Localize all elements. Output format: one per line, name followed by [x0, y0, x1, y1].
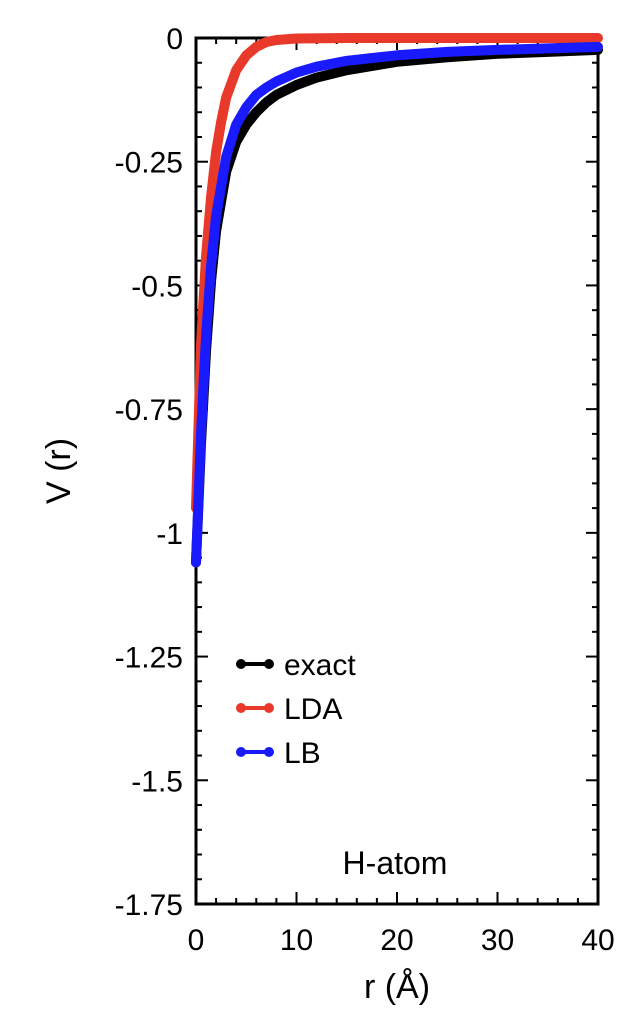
y-tick-label: -0.25: [115, 147, 183, 180]
series-line-lb: [191, 41, 603, 568]
legend-label-lda: LDA: [284, 693, 342, 726]
series-line-lda: [191, 33, 603, 514]
y-tick-label: -0.75: [115, 394, 183, 427]
plot-frame: [194, 36, 600, 906]
x-tick-label: 40: [581, 924, 614, 957]
legend-marker-lda: [264, 703, 274, 713]
x-axis-label: r (Å): [364, 968, 430, 1006]
x-tick-label: 10: [280, 924, 313, 957]
y-tick-label: 0: [166, 23, 183, 56]
y-tick-label: -1.75: [115, 889, 183, 922]
axis-ticks: 0 10 20 30 40 0 -0.25 -0.5 -0.75 -1 -1.25 -1.5 -1.75: [115, 23, 615, 957]
x-tick-label: 0: [188, 924, 205, 957]
legend-marker-exact: [236, 659, 246, 669]
legend-marker-exact: [264, 659, 274, 669]
legend: exact LDA LB: [236, 649, 356, 770]
legend-label-lb: LB: [284, 737, 321, 770]
annotation-label: H-atom: [343, 845, 448, 881]
series-lines: [191, 33, 603, 568]
x-tick-label: 30: [481, 924, 514, 957]
legend-marker-lb: [236, 747, 246, 757]
y-tick-label: -1: [156, 518, 183, 551]
y-tick-label: -0.5: [131, 270, 183, 303]
legend-label-exact: exact: [284, 649, 356, 682]
x-tick-label: 20: [380, 924, 413, 957]
y-axis-label: V (r): [40, 438, 78, 504]
legend-marker-lda: [236, 703, 246, 713]
y-tick-label: -1.25: [115, 642, 183, 675]
y-tick-label: -1.5: [131, 765, 183, 798]
series-line-exact: [191, 44, 603, 568]
legend-marker-lb: [264, 747, 274, 757]
